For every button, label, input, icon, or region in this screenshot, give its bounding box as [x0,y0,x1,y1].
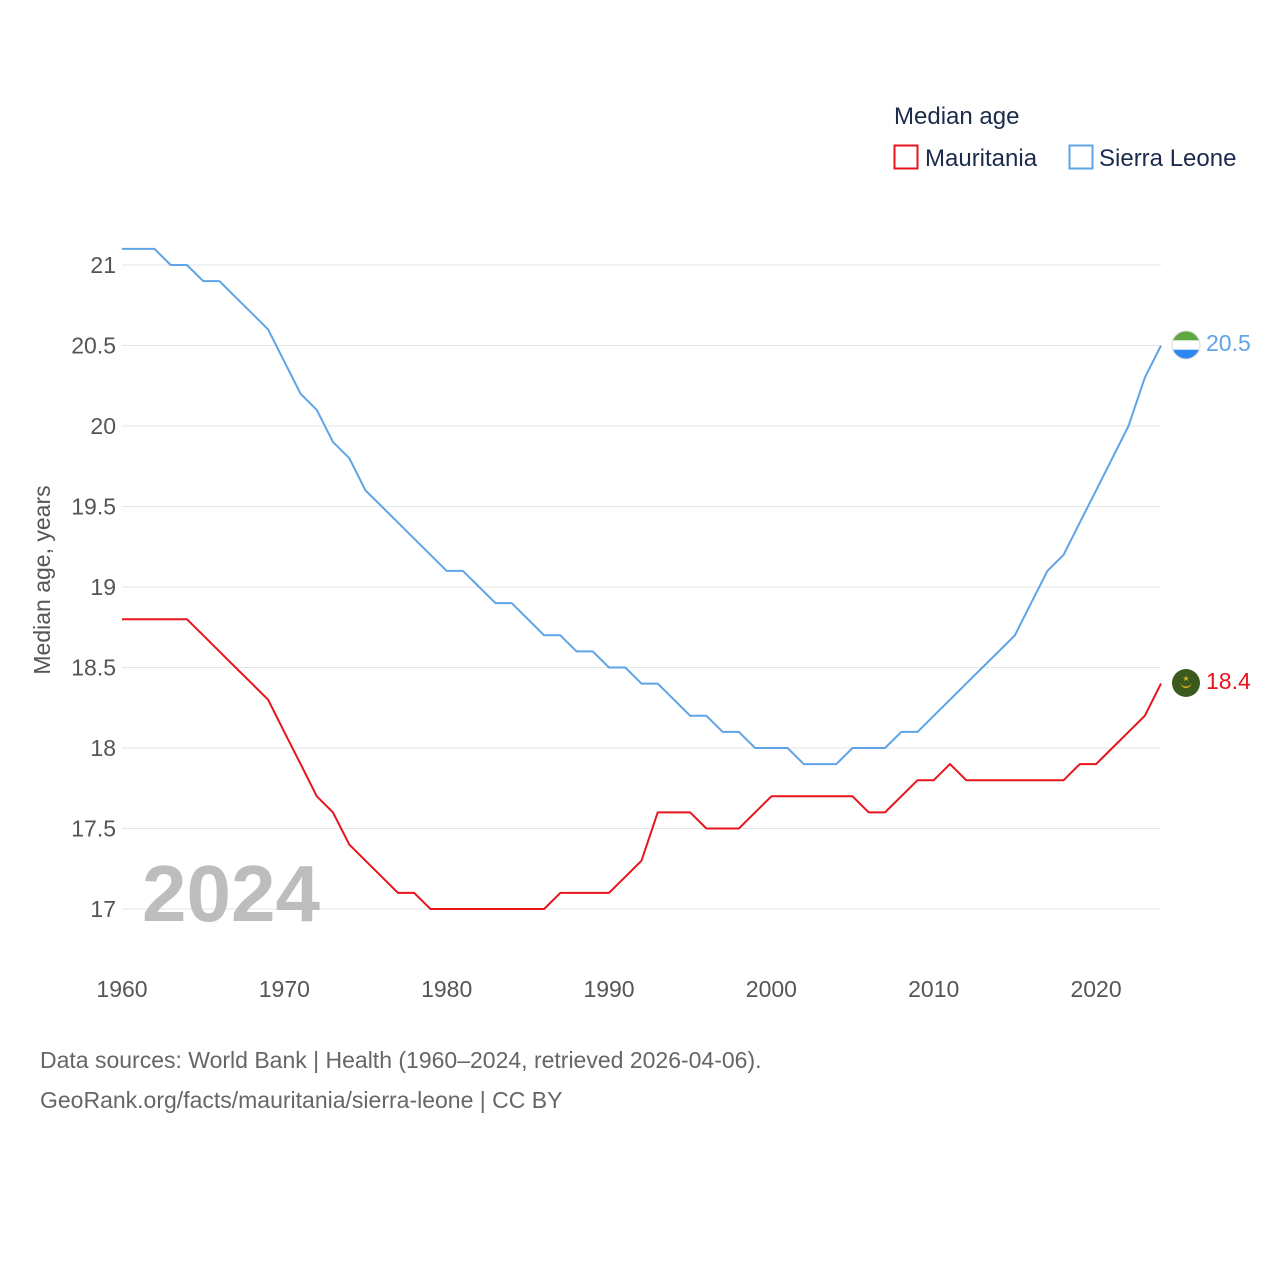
sierra-leone-flag-icon [1171,330,1201,360]
attribution-link[interactable]: GeoRank.org/facts/mauritania/sierra-leon… [40,1087,562,1113]
y-tick-label: 17 [90,896,116,922]
y-tick-label: 17.5 [71,816,116,842]
series-line-sierra-leone [122,247,1162,766]
y-tick-label: 21 [90,252,116,278]
legend-label-sierra-leone: Sierra Leone [1099,145,1236,172]
x-tick-label: 1960 [96,976,147,1002]
series-lines [122,247,1162,910]
x-axis-ticks: 1960 1970 1980 1990 2000 2010 2020 [96,976,1121,1002]
data-sources-text: Data sources: World Bank | Health (1960–… [40,1047,762,1073]
x-tick-label: 1990 [583,976,634,1002]
legend-label-mauritania: Mauritania [925,145,1038,172]
end-label-mauritania: 18.4 [1206,668,1251,694]
legend: Median age Mauritania Sierra Leone [893,103,1237,172]
y-tick-label: 20.5 [71,333,116,359]
legend-item-mauritania[interactable]: Mauritania [893,144,1038,172]
legend-swatch-mauritania [893,144,919,170]
x-tick-label: 2000 [746,976,797,1002]
x-tick-label: 2010 [908,976,959,1002]
x-tick-label: 1980 [421,976,472,1002]
end-label-sierra-leone: 20.5 [1206,330,1251,356]
y-axis-ticks: 17 17.5 18 18.5 19 19.5 20 20.5 21 [71,252,116,922]
year-overlay: 2024 [142,849,320,938]
x-tick-label: 1970 [259,976,310,1002]
y-tick-label: 20 [90,413,116,439]
y-tick-label: 19.5 [71,494,116,520]
legend-swatch-sierra-leone [1068,144,1094,170]
legend-item-sierra-leone[interactable]: Sierra Leone [1068,144,1237,172]
legend-title: Median age [894,103,1019,130]
gridlines [122,264,1161,910]
y-axis-title: Median age, years [29,485,55,674]
y-tick-label: 18 [90,735,116,761]
mauritania-flag-icon [1172,669,1200,697]
x-tick-label: 2020 [1070,976,1121,1002]
y-tick-label: 18.5 [71,655,116,681]
series-line-mauritania [122,618,1162,910]
y-tick-label: 19 [90,574,116,600]
